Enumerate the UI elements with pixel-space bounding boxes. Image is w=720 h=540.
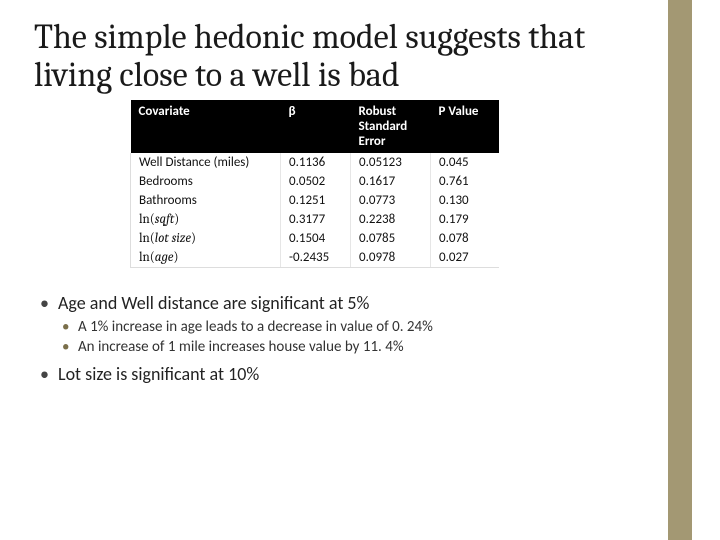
cell-p: 0.027 [431,248,499,268]
cell-covariate: ln(lot size) [131,229,281,248]
regression-table: Covariate β RobustStandardError P Value … [130,100,499,268]
cell-rse: 0.0785 [351,229,431,248]
cell-covariate: Bedrooms [131,172,281,191]
cell-p: 0.761 [431,172,499,191]
cell-p: 0.045 [431,153,499,172]
slide-content: The simple hedonic model suggests that l… [34,18,614,390]
slide-title: The simple hedonic model suggests that l… [34,18,614,94]
cell-beta: 0.1136 [281,153,351,172]
cell-beta: 0.0502 [281,172,351,191]
bullet-text: Lot size is significant at 10% [58,363,259,385]
cell-rse: 0.0978 [351,248,431,268]
table-row: ln(lot size) 0.1504 0.0785 0.078 [131,229,499,248]
table-row: Well Distance (miles) 0.1136 0.05123 0.0… [131,153,499,172]
sub-bullet-item: A 1% increase in age leads to a decrease… [58,318,614,337]
sub-bullet-text: An increase of 1 mile increases house va… [78,338,404,356]
col-beta: β [281,100,351,153]
cell-p: 0.130 [431,191,499,210]
cell-covariate: Bathrooms [131,191,281,210]
bullet-list: Age and Well distance are significant at… [36,292,614,386]
col-rse: RobustStandardError [351,100,431,153]
bullet-text: Age and Well distance are significant at… [58,292,369,314]
cell-covariate: ln(age) [131,248,281,268]
col-pvalue: P Value [431,100,499,153]
bullet-item: Lot size is significant at 10% [36,363,614,386]
cell-beta: -0.2435 [281,248,351,268]
table-body: Well Distance (miles) 0.1136 0.05123 0.0… [131,153,499,268]
cell-p: 0.179 [431,210,499,229]
col-covariate: Covariate [131,100,281,153]
cell-beta: 0.3177 [281,210,351,229]
table-row: Bedrooms 0.0502 0.1617 0.761 [131,172,499,191]
cell-beta: 0.1251 [281,191,351,210]
cell-covariate: ln(sqft) [131,210,281,229]
cell-p: 0.078 [431,229,499,248]
cell-rse: 0.0773 [351,191,431,210]
cell-rse: 0.1617 [351,172,431,191]
bullet-item: Age and Well distance are significant at… [36,292,614,357]
sub-bullet-text: A 1% increase in age leads to a decrease… [78,318,433,336]
accent-bar [668,0,692,540]
cell-rse: 0.05123 [351,153,431,172]
cell-rse: 0.2238 [351,210,431,229]
cell-beta: 0.1504 [281,229,351,248]
sub-bullet-item: An increase of 1 mile increases house va… [58,338,614,357]
table-header-row: Covariate β RobustStandardError P Value [131,100,499,153]
table-row: ln(sqft) 0.3177 0.2238 0.179 [131,210,499,229]
regression-table-wrap: Covariate β RobustStandardError P Value … [130,100,614,268]
table-row: ln(age) -0.2435 0.0978 0.027 [131,248,499,268]
cell-covariate: Well Distance (miles) [131,153,281,172]
table-row: Bathrooms 0.1251 0.0773 0.130 [131,191,499,210]
